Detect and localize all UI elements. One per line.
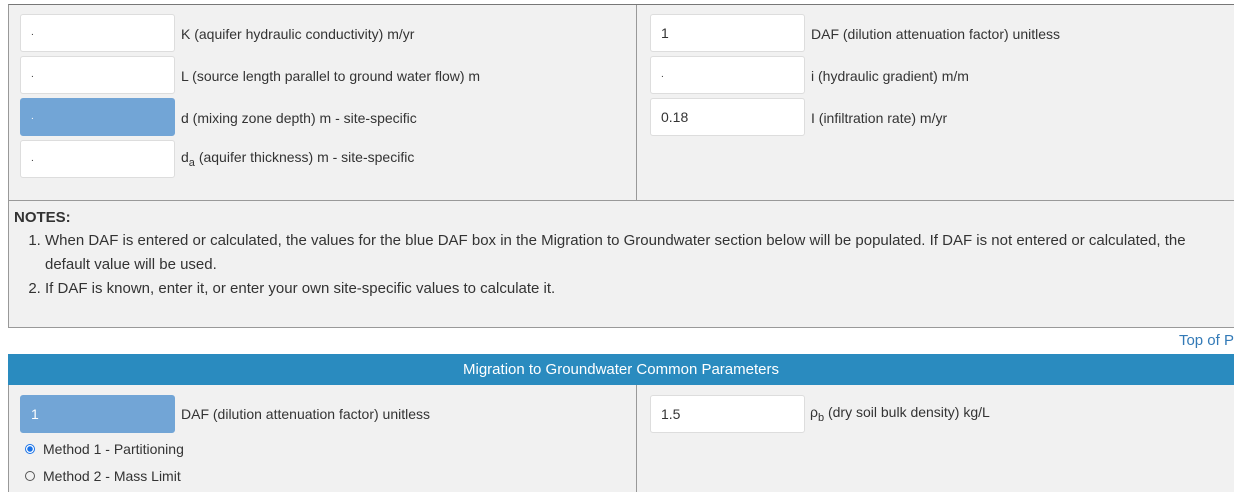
field-label: DAF (dilution attenuation factor) unitle…: [811, 26, 1060, 42]
note: When DAF is entered or calculated, the v…: [45, 229, 1214, 277]
radio[interactable]: [25, 471, 35, 481]
field-label: da (aquifer thickness) m - site-specific: [181, 149, 414, 169]
bulk-density-label: ρb (dry soil bulk density) kg/L: [810, 404, 990, 424]
top-panel: [8, 4, 1234, 328]
label-text: (aquifer thickness) m - site-specific: [198, 149, 415, 165]
field-label: L (source length parallel to ground wate…: [181, 68, 480, 84]
symbol: ρ: [810, 404, 818, 420]
column-divider: [636, 385, 637, 492]
daf-label: DAF (dilution attenuation factor) unitle…: [181, 406, 431, 422]
column-divider: [636, 5, 637, 201]
notes-divider: [8, 200, 1234, 201]
daf-input[interactable]: 1: [20, 395, 175, 433]
radio-label: Method 2 - Mass Limit: [43, 468, 181, 484]
notes-title: NOTES:: [14, 209, 71, 226]
section-header: Migration to Groundwater Common Paramete…: [8, 354, 1234, 385]
label-text: d: [181, 149, 189, 165]
input[interactable]: .: [20, 140, 175, 178]
label-text: i (hydraulic gradient) m/m: [811, 68, 969, 84]
input[interactable]: 0.18: [650, 98, 805, 136]
input[interactable]: .: [650, 56, 805, 94]
top-link[interactable]: Top of P: [1178, 332, 1234, 349]
label-text: DAF (dilution attenuation factor) unitle…: [811, 26, 1061, 42]
field-label: i (hydraulic gradient) m/m: [811, 68, 969, 84]
subscript: a: [188, 156, 195, 169]
input[interactable]: .: [20, 14, 175, 52]
notes-list: When DAF is entered or calculated, the v…: [14, 229, 1214, 301]
input[interactable]: 1: [650, 14, 805, 52]
notes: NOTES: When DAF is entered or calculated…: [14, 209, 1214, 301]
label-text: (dry soil bulk density) kg/L: [827, 404, 990, 420]
field-label: I (infiltration rate) m/yr: [811, 110, 947, 126]
note: If DAF is known, enter it, or enter your…: [45, 277, 1214, 301]
input[interactable]: .: [20, 56, 175, 94]
field-label: d (mixing zone depth) m - site-specific: [181, 110, 417, 126]
label-text: d (mixing zone depth) m - site-specific: [181, 110, 417, 126]
bottom-panel: [8, 385, 1234, 492]
field-label: K (aquifer hydraulic conductivity) m/yr: [181, 26, 414, 42]
bulk-density-input[interactable]: 1.5: [650, 395, 805, 433]
radio-label: Method 1 - Partitioning: [43, 441, 184, 457]
label-text: L (source length parallel to ground wate…: [181, 68, 481, 84]
subscript: b: [817, 411, 825, 424]
label-text: K (aquifer hydraulic conductivity) m/yr: [181, 26, 415, 42]
label-text: I (infiltration rate) m/yr: [811, 110, 948, 126]
input[interactable]: .: [20, 98, 175, 136]
radio[interactable]: [25, 444, 35, 454]
